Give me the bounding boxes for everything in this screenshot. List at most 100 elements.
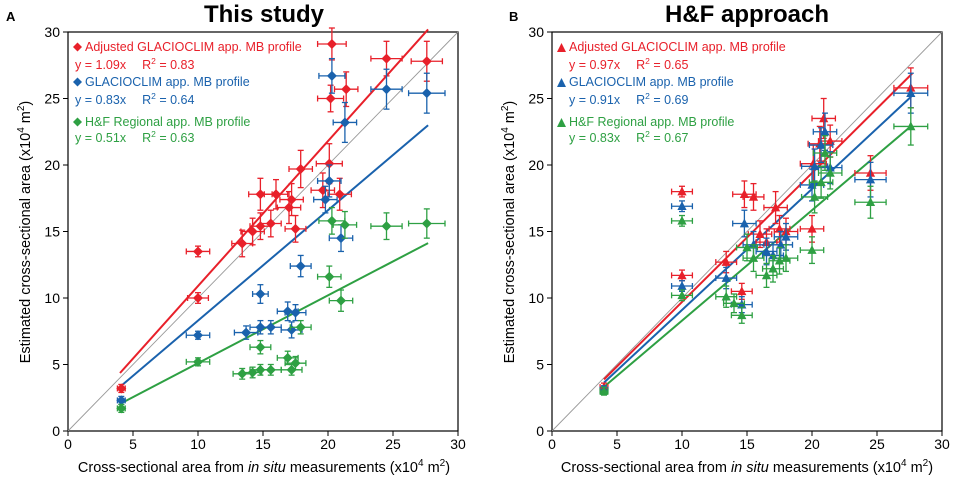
point-marker	[286, 194, 297, 205]
point-marker	[295, 163, 306, 174]
data-point	[318, 206, 346, 235]
y-tick-label: 15	[528, 224, 544, 240]
r-squared-value: = 0.65	[650, 58, 689, 72]
point-marker	[336, 295, 346, 306]
r-squared-value: = 0.63	[156, 131, 195, 145]
point-marker	[599, 386, 609, 395]
data-point	[854, 185, 887, 219]
point-marker	[807, 245, 817, 254]
point-marker	[295, 261, 306, 272]
superscript: 2	[151, 129, 156, 139]
data-point	[722, 293, 746, 314]
data-point	[370, 68, 403, 110]
x-tick-label: 10	[674, 436, 690, 452]
y-tick-label: 20	[44, 157, 60, 173]
data-point	[763, 190, 788, 225]
point-marker	[326, 215, 337, 226]
point-marker	[326, 38, 337, 49]
data-point	[732, 180, 757, 209]
point-marker	[193, 356, 203, 367]
data-point	[730, 306, 753, 324]
point-marker	[271, 189, 281, 200]
point-marker	[677, 270, 687, 280]
point-marker	[761, 270, 772, 280]
point-marker	[290, 223, 301, 234]
point-marker	[865, 197, 876, 207]
panel-label: B	[509, 9, 518, 24]
y-tick-label: 30	[528, 24, 544, 40]
y-tick-label: 0	[536, 423, 544, 439]
point-marker	[265, 322, 276, 333]
legend-triangle-icon	[557, 118, 566, 127]
r-squared-value: = 0.67	[650, 131, 689, 145]
chart-title: H&F approach	[665, 1, 829, 28]
y-tick-label: 30	[44, 24, 60, 40]
point-marker	[381, 53, 392, 64]
data-point	[316, 265, 342, 289]
point-marker	[286, 364, 297, 375]
point-marker	[677, 281, 687, 290]
point-marker	[807, 223, 817, 233]
point-marker	[237, 368, 248, 379]
r-squared-label: R	[142, 58, 151, 72]
r-squared-value: = 0.64	[156, 93, 195, 107]
legend-diamond-icon	[73, 117, 82, 127]
point-marker	[324, 175, 335, 186]
point-marker	[116, 395, 127, 406]
superscript: 2	[645, 91, 650, 101]
data-point	[715, 266, 738, 290]
x-tick-label: 5	[129, 436, 137, 452]
point-marker	[265, 218, 276, 229]
point-marker	[865, 174, 876, 184]
data-point	[407, 208, 446, 239]
r-squared-label: R	[636, 93, 645, 107]
point-marker	[116, 403, 127, 414]
x-tick-label: 20	[804, 436, 820, 452]
data-point	[812, 135, 838, 171]
r-squared-value: = 0.69	[650, 93, 689, 107]
data-point	[332, 210, 358, 239]
point-marker	[282, 352, 293, 363]
point-marker	[381, 84, 392, 95]
point-marker	[825, 167, 835, 177]
data-point	[289, 319, 312, 335]
legend-label: H&F Regional app. MB profile	[569, 115, 734, 129]
point-marker	[255, 342, 266, 353]
legend-triangle-icon	[557, 78, 566, 87]
data-point	[288, 149, 314, 189]
x-axis-label: Cross-sectional area from in situ measur…	[561, 458, 933, 476]
fit-equation: y = 0.97x	[569, 58, 621, 72]
regression-line	[603, 124, 913, 388]
fit-equation: y = 1.09x	[75, 58, 127, 72]
point-marker	[421, 56, 432, 67]
point-marker	[341, 84, 352, 95]
regression-lines	[603, 72, 913, 388]
point-marker	[677, 290, 687, 300]
data-point	[240, 217, 265, 246]
data-point	[318, 57, 346, 94]
legend-stats: y = 0.91x R2 = 0.69	[569, 91, 688, 107]
point-marker	[247, 367, 258, 378]
legend-entry-adjusted-glacioclim: Adjusted GLACIOCLIM app. MB profile y = …	[557, 40, 786, 72]
data-point	[316, 84, 345, 113]
data-point	[259, 209, 282, 238]
legend-stats: y = 0.97x R2 = 0.65	[569, 56, 688, 72]
point-marker	[761, 246, 772, 256]
point-marker	[237, 238, 248, 249]
point-marker	[820, 148, 830, 157]
legend-diamond-icon	[73, 42, 82, 52]
y-tick-label: 25	[44, 91, 60, 107]
data-point	[715, 285, 738, 308]
point-marker	[742, 242, 752, 252]
data-point	[284, 303, 307, 322]
one-to-one-line	[551, 31, 943, 432]
data-point	[799, 236, 825, 265]
data-point	[263, 178, 289, 210]
regression-line	[119, 124, 429, 388]
data-point	[185, 356, 211, 367]
r-squared-value: = 0.83	[156, 58, 195, 72]
x-tick-label: 10	[190, 436, 206, 452]
data-point	[773, 244, 799, 273]
point-marker	[677, 186, 687, 196]
superscript: 2	[645, 56, 650, 66]
